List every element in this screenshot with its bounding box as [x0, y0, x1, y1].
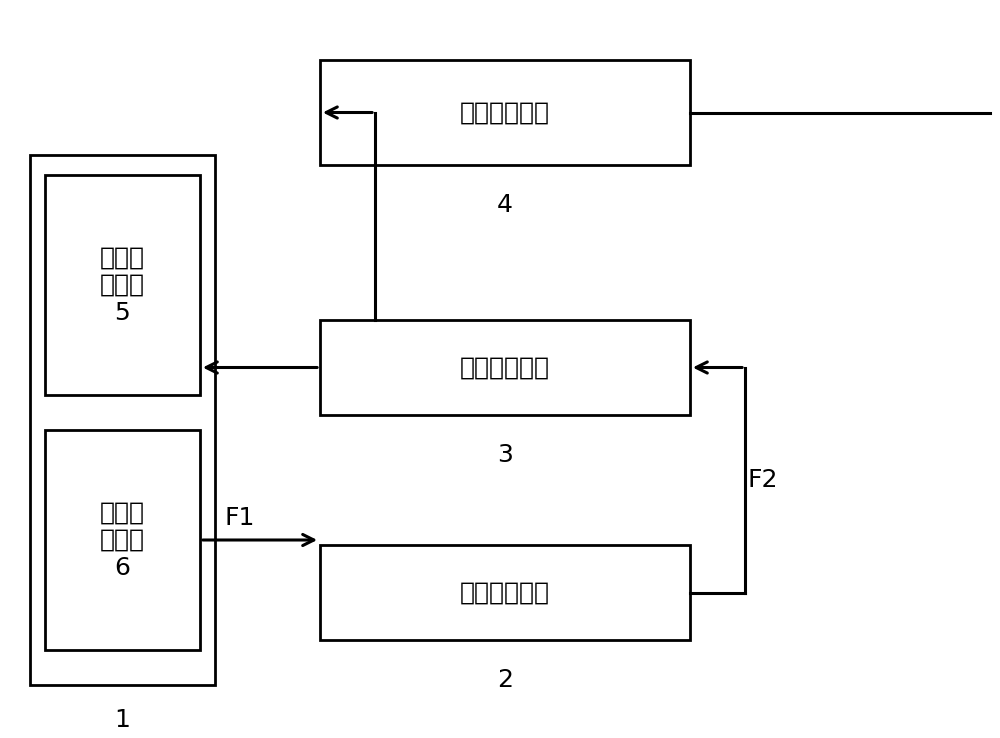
Text: 接收压
电晶体
6: 接收压 电晶体 6	[100, 500, 145, 580]
Text: 3: 3	[497, 443, 513, 467]
Text: F1: F1	[225, 506, 255, 530]
Bar	[320, 60, 690, 165]
Text: 自激振荡电路: 自激振荡电路	[460, 581, 550, 604]
Text: 4: 4	[497, 193, 513, 217]
Text: F2: F2	[748, 468, 778, 492]
Bar	[320, 545, 690, 640]
Text: 1: 1	[114, 708, 130, 732]
Bar	[45, 430, 200, 650]
Bar	[45, 175, 200, 395]
Text: 2: 2	[497, 668, 513, 692]
Bar	[30, 155, 215, 685]
Text: 信号检测电路: 信号检测电路	[460, 100, 550, 125]
Text: 发射压
电晶体
5: 发射压 电晶体 5	[100, 245, 145, 325]
Bar	[320, 320, 690, 415]
Text: 信号驱动电路: 信号驱动电路	[460, 356, 550, 379]
